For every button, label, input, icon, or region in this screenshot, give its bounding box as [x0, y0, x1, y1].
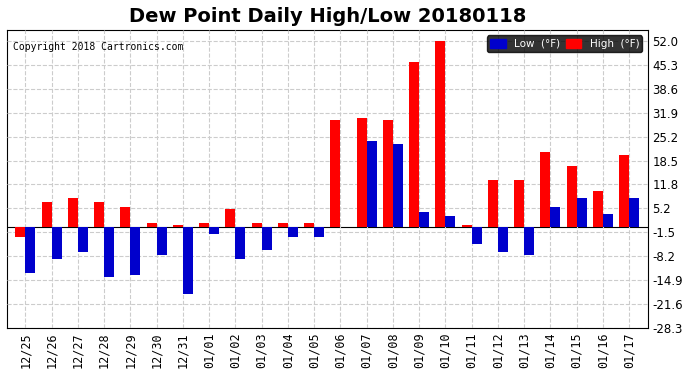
Title: Dew Point Daily High/Low 20180118: Dew Point Daily High/Low 20180118 [128, 7, 526, 26]
Bar [514, 180, 524, 226]
Bar [209, 226, 219, 234]
Bar [288, 226, 298, 237]
Bar [435, 41, 446, 226]
Bar [304, 223, 314, 226]
Bar [235, 226, 246, 259]
Bar [120, 207, 130, 226]
Bar [314, 226, 324, 237]
Bar [366, 141, 377, 226]
Bar [15, 226, 26, 237]
Bar [252, 223, 262, 226]
Text: Copyright 2018 Cartronics.com: Copyright 2018 Cartronics.com [13, 42, 184, 52]
Bar [566, 166, 577, 226]
Bar [419, 212, 429, 226]
Bar [498, 226, 508, 252]
Bar [472, 226, 482, 244]
Bar [262, 226, 272, 250]
Bar [383, 120, 393, 226]
Bar [68, 198, 78, 226]
Bar [78, 226, 88, 252]
Bar [540, 152, 551, 226]
Bar [524, 226, 534, 255]
Bar [173, 225, 183, 226]
Bar [146, 223, 157, 226]
Bar [577, 198, 586, 226]
Bar [26, 226, 35, 273]
Bar [52, 226, 61, 259]
Bar [199, 223, 209, 226]
Bar [462, 225, 472, 226]
Bar [409, 62, 419, 226]
Bar [104, 226, 114, 276]
Legend: Low  (°F), High  (°F): Low (°F), High (°F) [487, 36, 642, 52]
Bar [183, 226, 193, 294]
Bar [357, 118, 366, 226]
Bar [41, 202, 52, 226]
Bar [446, 216, 455, 226]
Bar [629, 198, 639, 226]
Bar [603, 214, 613, 226]
Bar [393, 144, 403, 226]
Bar [157, 226, 166, 255]
Bar [331, 120, 340, 226]
Bar [278, 223, 288, 226]
Bar [94, 202, 104, 226]
Bar [593, 191, 603, 226]
Bar [488, 180, 498, 226]
Bar [226, 209, 235, 226]
Bar [551, 207, 560, 226]
Bar [619, 155, 629, 226]
Bar [130, 226, 140, 275]
